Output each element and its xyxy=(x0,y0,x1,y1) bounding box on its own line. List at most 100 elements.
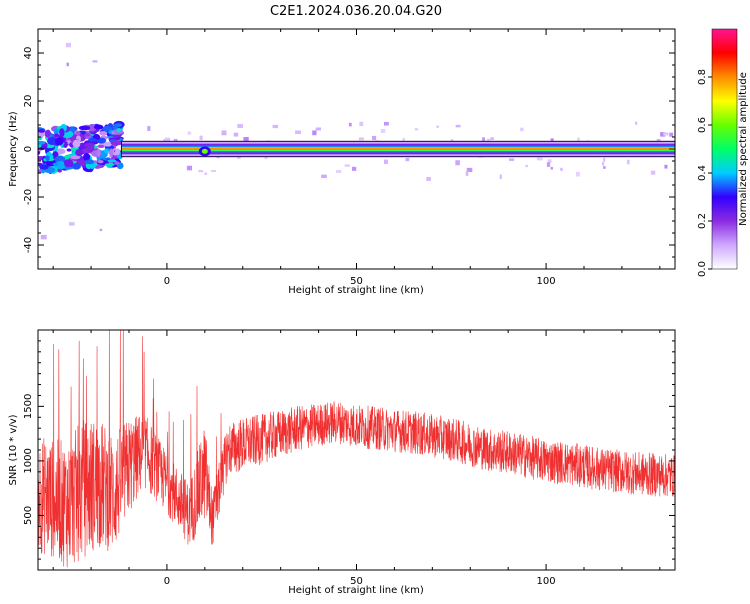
heatmap-speckle xyxy=(536,157,543,161)
heatmap-speckle xyxy=(547,159,552,163)
heatmap-speckle xyxy=(664,164,668,169)
heatmap-blob xyxy=(46,137,59,145)
heatmap-speckle xyxy=(490,137,494,140)
heatmap-blob xyxy=(38,131,46,137)
heatmap-speckle xyxy=(164,137,171,142)
heatmap-speckle xyxy=(198,170,204,173)
heatmap-blob xyxy=(115,148,121,156)
colorbar-tick-label: 0.6 xyxy=(697,117,708,133)
heatmap-speckle xyxy=(486,138,491,141)
heatmap-blob xyxy=(104,148,109,154)
heatmap-speckle xyxy=(550,138,554,143)
heatmap-speckle xyxy=(173,138,178,142)
heatmap-blob xyxy=(96,148,101,158)
heatmap-speckle xyxy=(92,60,98,63)
colorbar-bar xyxy=(711,28,738,270)
heatmap-blob xyxy=(38,129,46,133)
carrier-bulge-core xyxy=(201,148,208,154)
figure-title: C2E1.2024.036.20.04.G20 xyxy=(270,4,442,19)
heatmap-speckle xyxy=(204,172,208,175)
heatmap-blob xyxy=(63,159,74,168)
heatmap-speckle xyxy=(384,159,388,165)
x-tick-label: 100 xyxy=(537,276,556,287)
heatmap-speckle xyxy=(550,166,553,170)
heatmap-blob xyxy=(87,138,98,142)
heatmap-blob xyxy=(88,163,96,169)
y-tick-label: 500 xyxy=(23,506,34,525)
snr-ticks: 0 50 100 500 1000 1500 xyxy=(23,329,675,587)
heatmap-blob xyxy=(39,164,49,170)
heatmap-speckle xyxy=(663,132,669,136)
heatmap-speckle xyxy=(372,135,377,140)
heatmap-speckle xyxy=(575,171,580,177)
y-tick-label: 1500 xyxy=(23,394,34,419)
heatmap-blob xyxy=(52,151,59,158)
heatmap-blob xyxy=(45,155,50,162)
heatmap-speckle xyxy=(455,124,461,128)
colorbar: 0.0 0.2 0.4 0.6 0.8 Normalized spectral ampl… xyxy=(697,28,749,277)
snr-panel: 0 50 100 500 1000 1500 Height of straight lin… xyxy=(8,329,676,596)
colorbar-tick-label: 0.2 xyxy=(697,213,708,229)
heatmap-speckle xyxy=(455,160,460,166)
heatmap-blob xyxy=(86,144,95,153)
y-tick-label: -40 xyxy=(23,237,34,253)
heatmap-speckle xyxy=(315,127,322,131)
heatmap-speckle xyxy=(199,135,203,141)
heatmap-speckle xyxy=(264,156,268,160)
y-tick-label: -20 xyxy=(23,189,34,205)
colorbar-tick-label: 0.8 xyxy=(697,69,708,85)
x-tick-label: 0 xyxy=(164,276,170,287)
heatmap-speckle xyxy=(520,127,524,132)
heatmap-speckle xyxy=(272,124,279,129)
heatmap-blob xyxy=(107,159,117,163)
heatmap-speckle xyxy=(186,165,193,171)
colorbar-ticks: 0.0 0.2 0.4 0.6 0.8 xyxy=(697,69,712,277)
heatmap-speckle xyxy=(383,121,389,126)
snr-plot-area xyxy=(38,330,675,568)
heatmap-blob xyxy=(38,140,46,145)
spectrogram-y-label: Frequency (Hz) xyxy=(8,111,19,187)
heatmap-speckle xyxy=(359,121,364,127)
heatmap-speckle xyxy=(237,155,241,160)
heatmap-blob xyxy=(114,161,120,165)
colorbar-tick-label: 0.0 xyxy=(697,261,708,277)
heatmap-blob xyxy=(104,163,115,167)
heatmap-blob xyxy=(104,141,112,147)
y-tick-label: 1000 xyxy=(23,448,34,473)
heatmap-blob xyxy=(62,166,74,170)
heatmap-blob xyxy=(66,148,72,152)
heatmap-speckle xyxy=(466,167,473,172)
spectrogram-x-label: Height of straight line (km) xyxy=(288,285,424,296)
x-tick-label: 100 xyxy=(537,576,556,587)
heatmap-speckle xyxy=(69,222,75,226)
heatmap-speckle xyxy=(499,174,502,180)
heatmap-speckle xyxy=(351,166,357,171)
y-tick-label: 20 xyxy=(23,95,34,108)
heatmap-speckle xyxy=(233,132,239,137)
carrier-band xyxy=(121,148,675,150)
heatmap-speckle xyxy=(635,121,638,125)
heatmap-blob xyxy=(44,129,51,138)
heatmap-speckle xyxy=(402,137,405,143)
heatmap-blob xyxy=(84,133,91,137)
heatmap-blob xyxy=(93,124,104,130)
x-tick-label: 50 xyxy=(350,276,363,287)
heatmap-speckle xyxy=(546,162,551,167)
heatmap-speckle xyxy=(414,128,419,131)
heatmap-speckle xyxy=(436,125,439,128)
heatmap-speckle xyxy=(295,130,301,134)
x-tick-label: 0 xyxy=(164,576,170,587)
heatmap-speckle xyxy=(601,162,605,166)
heatmap-speckle xyxy=(358,137,364,141)
snr-series-line xyxy=(38,330,675,568)
heatmap-blob xyxy=(71,162,81,170)
heatmap-blob xyxy=(54,133,60,138)
heatmap-speckle xyxy=(560,167,563,171)
heatmap-speckle xyxy=(99,228,103,232)
heatmap-blob xyxy=(97,159,104,164)
heatmap-speckle xyxy=(525,164,528,168)
heatmap-speckle xyxy=(669,132,674,137)
heatmap-speckle xyxy=(221,130,227,136)
heatmap-blob xyxy=(83,152,91,162)
heatmap-speckle xyxy=(335,170,342,173)
